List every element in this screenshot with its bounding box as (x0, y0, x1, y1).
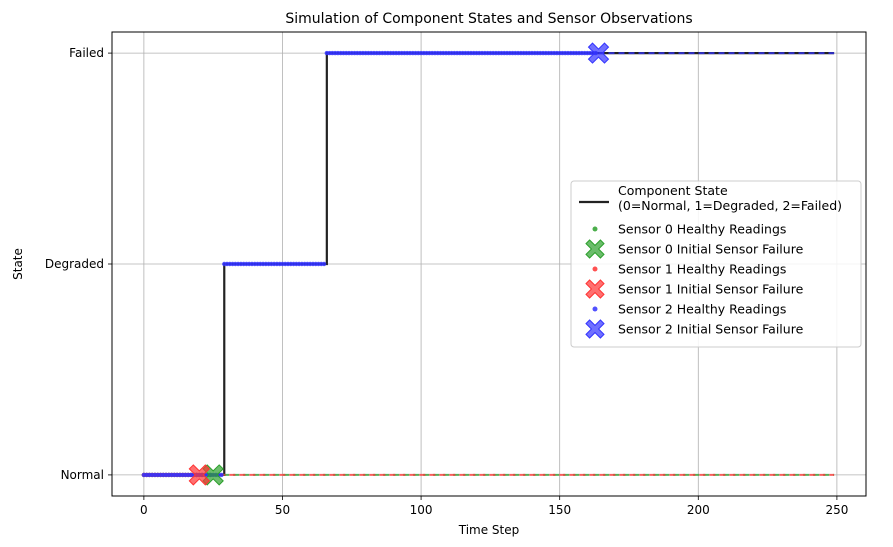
data-layer (141, 42, 835, 486)
legend-label-sensor-0-healthy: Sensor 0 Healthy Readings (618, 222, 786, 237)
y-tick-label: Failed (69, 46, 104, 60)
x-tick-label: 200 (687, 503, 710, 517)
legend-label-sensor-2-failure: Sensor 2 Initial Sensor Failure (618, 322, 804, 337)
legend-label-sensor-2-healthy: Sensor 2 Healthy Readings (618, 302, 786, 317)
legend-label-component-state: Component State (618, 183, 728, 198)
x-tick-label: 0 (140, 503, 148, 517)
legend: Component State (0=Normal, 1=Degraded, 2… (570, 180, 862, 348)
y-tick-label: Normal (61, 468, 104, 482)
sensor-2-healthy-point (219, 472, 224, 478)
sensor-2-healthy-point (321, 261, 327, 267)
x-tick-label: 150 (548, 503, 571, 517)
legend-swatch-sensor-1-healthy (592, 266, 598, 272)
legend-swatch-sensor-0-failure (585, 239, 605, 259)
legend-label-sensor-1-failure: Sensor 1 Initial Sensor Failure (618, 282, 804, 297)
legend-box (570, 180, 862, 348)
x-tick-label: 50 (275, 503, 290, 517)
legend-label-sensor-0-failure: Sensor 0 Initial Sensor Failure (618, 242, 804, 257)
x-tick-label: 100 (410, 503, 433, 517)
y-tick-label: Degraded (45, 257, 104, 271)
y-axis-label: State (11, 248, 25, 280)
legend-label-component-state: (0=Normal, 1=Degraded, 2=Failed) (618, 198, 842, 213)
legend-swatch-sensor-0-healthy (592, 226, 598, 232)
sensor-1-failure-marker (188, 464, 211, 486)
legend-label-sensor-1-healthy: Sensor 1 Healthy Readings (618, 262, 786, 277)
legend-swatch-sensor-2-healthy (592, 306, 598, 312)
axis-ticks: 0 50 100 150 200 250 Normal Degraded Failed (45, 46, 849, 517)
x-axis-label: Time Step (458, 523, 520, 537)
x-tick-label: 250 (825, 503, 848, 517)
sensor-2-failure-marker (587, 42, 610, 64)
legend-swatch-sensor-2-failure (585, 319, 605, 339)
chart-title: Simulation of Component States and Senso… (285, 11, 692, 27)
legend-swatch-sensor-1-failure (585, 279, 605, 299)
